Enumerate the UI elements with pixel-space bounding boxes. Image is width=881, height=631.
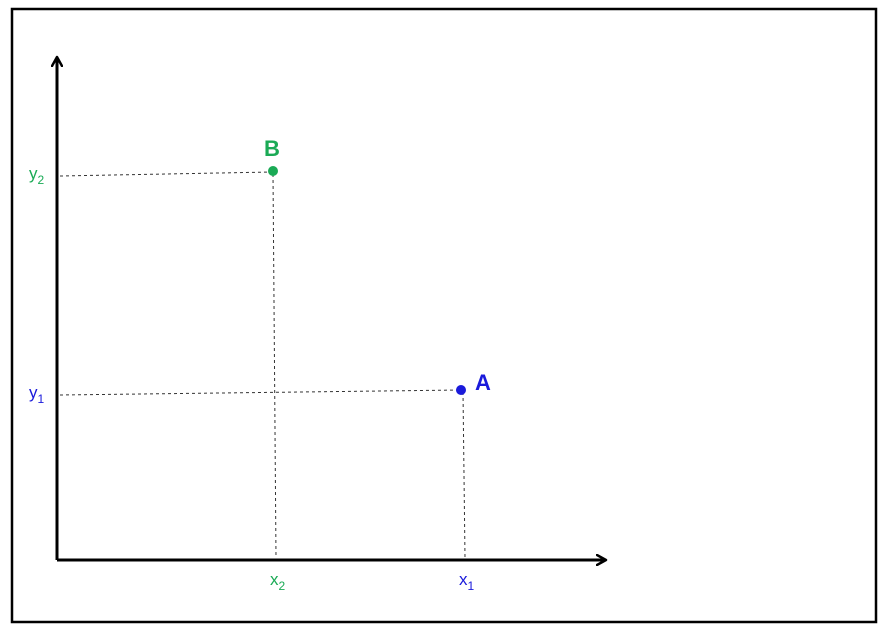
point-a-marker [456, 385, 466, 395]
y1-tick-label: y1 [29, 383, 45, 406]
x1-tick-label: x1 [459, 570, 475, 593]
y2-subscript: 2 [38, 173, 45, 187]
point-b-label: B [264, 136, 280, 161]
outer-border [10, 7, 878, 624]
point-b-marker [268, 166, 278, 176]
x2-subscript: 2 [279, 579, 286, 593]
guide-a-horizontal [59, 389, 461, 396]
x1-subscript: 1 [468, 579, 475, 593]
x2-tick-label: x2 [270, 570, 286, 593]
guide-a-vertical [462, 391, 466, 559]
guide-b-vertical [272, 173, 277, 559]
y1-subscript: 1 [38, 392, 45, 406]
y2-tick-label: y2 [29, 164, 45, 187]
point-a-label: A [475, 370, 491, 395]
guide-b-horizontal [59, 171, 273, 177]
